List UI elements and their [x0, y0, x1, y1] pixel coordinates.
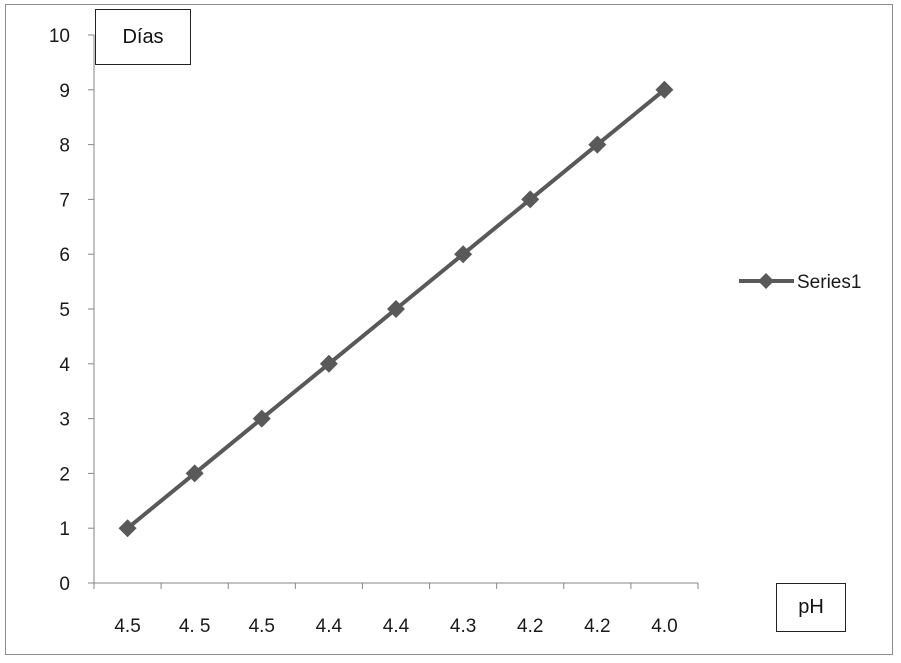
data-point-marker	[387, 300, 405, 318]
x-axis-title: pH	[776, 583, 846, 632]
x-tick-label: 4. 5	[179, 616, 211, 637]
y-tick-label: 9	[59, 81, 70, 102]
y-tick-label: 5	[59, 300, 70, 321]
data-point-marker	[185, 464, 204, 483]
legend-marker-swatch	[758, 273, 774, 289]
y-tick-label: 7	[59, 190, 70, 211]
x-tick-label: 4.4	[383, 616, 410, 637]
data-point-marker	[252, 409, 271, 428]
data-point-marker	[521, 190, 540, 209]
y-tick-label: 1	[59, 519, 70, 540]
chart-frame	[5, 4, 893, 655]
y-axis-title: Días	[95, 9, 191, 65]
x-tick-label: 4.2	[584, 616, 610, 637]
x-tick-label: 4.4	[316, 616, 343, 637]
x-tick-label: 4.2	[517, 616, 543, 637]
data-point-marker	[118, 519, 137, 538]
y-tick-label: 8	[59, 136, 70, 157]
x-tick-label: 4.5	[114, 616, 140, 637]
legend: Series1	[739, 272, 861, 293]
data-point-marker	[588, 135, 607, 154]
y-tick-label: 6	[59, 245, 70, 266]
y-tick-label: 0	[59, 574, 70, 595]
data-point-marker	[655, 80, 674, 99]
data-point-marker	[319, 354, 338, 373]
y-tick-label: 10	[49, 26, 70, 47]
y-tick-label: 4	[59, 355, 70, 376]
y-axis-ticks: 0 1 2 3 4 5 6 7 8 9 10	[49, 26, 94, 595]
x-tick-label: 4.5	[249, 616, 275, 637]
data-point-marker	[454, 245, 473, 264]
x-tick-label: 4.0	[651, 616, 677, 637]
series-layer	[118, 80, 674, 538]
legend-label-series1: Series1	[797, 272, 861, 293]
y-tick-label: 3	[59, 410, 70, 431]
x-tick-label: 4.3	[450, 616, 476, 637]
y-tick-label: 2	[59, 464, 70, 485]
x-axis-ticks: 4.5 4. 5 4.5 4.4 4.4 4.3 4.2 4.2 4.0	[93, 583, 699, 637]
